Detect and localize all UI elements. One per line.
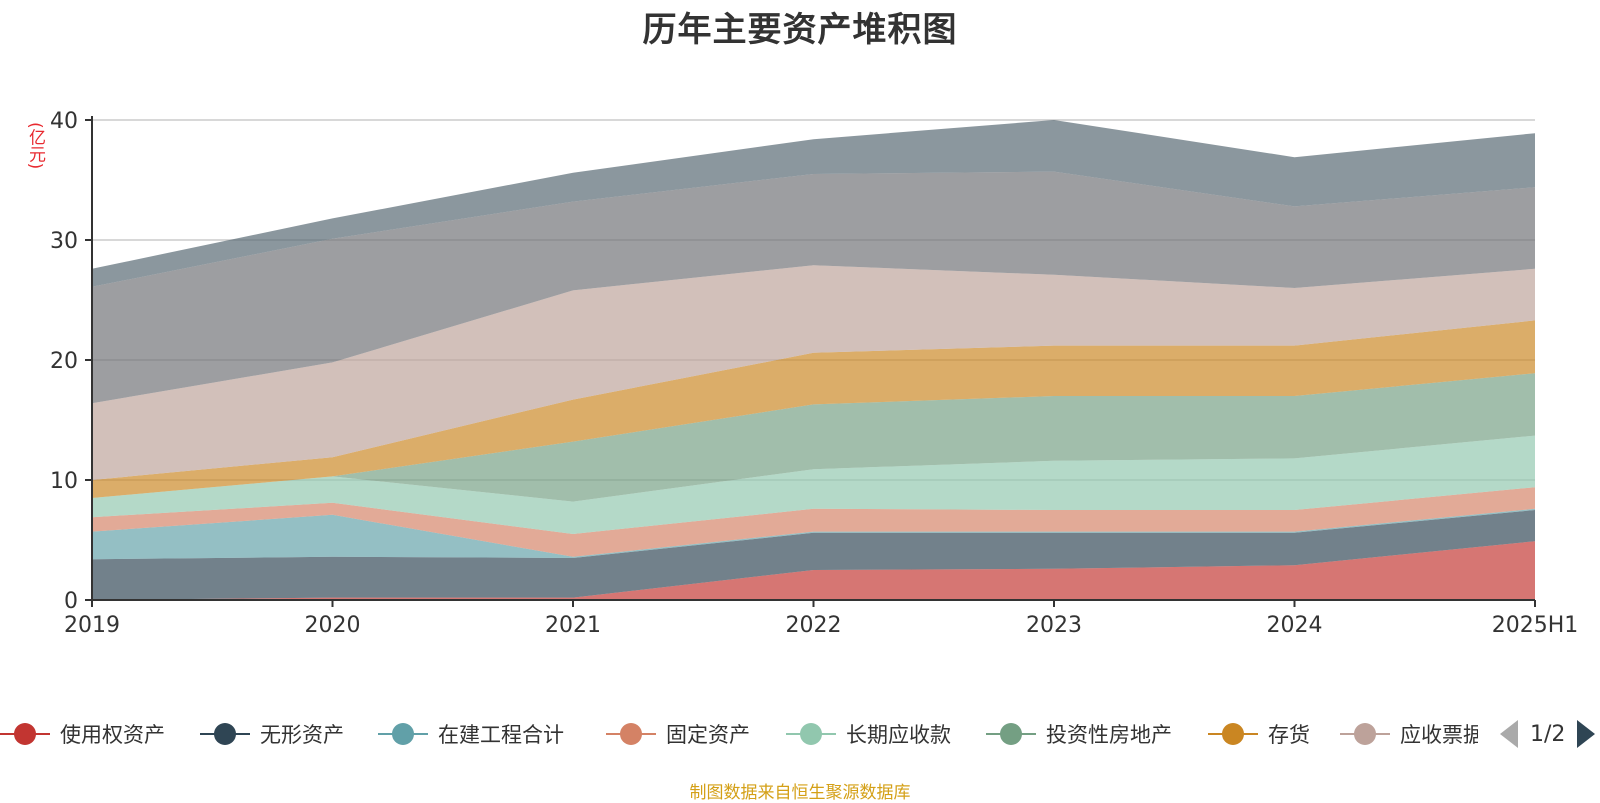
data-source-note: 制图数据来自恒生聚源数据库	[689, 783, 911, 803]
legend-item[interactable]: 长期应收款	[786, 716, 951, 752]
legend-item[interactable]: 存货	[1208, 716, 1310, 752]
area-series-4	[92, 435, 1535, 534]
legend-page-indicator: 1/2	[1530, 721, 1566, 747]
area-series-3	[92, 487, 1535, 557]
area-series-1	[92, 510, 1535, 600]
legend-marker-icon	[786, 716, 836, 752]
area-series-2	[92, 508, 1535, 560]
legend-marker-dot	[620, 723, 642, 745]
legend-marker-dot	[1354, 723, 1376, 745]
x-tick-label-3: 2022	[786, 613, 842, 638]
legend-label: 投资性房地产	[1046, 723, 1172, 747]
x-tick-label-4: 2023	[1026, 613, 1082, 638]
legend-marker-dot	[800, 723, 822, 745]
y-tick-label-1: 10	[50, 469, 78, 494]
legend-marker-icon	[1340, 716, 1390, 752]
y-tick-label-3: 30	[50, 229, 78, 254]
legend-marker-icon	[606, 716, 656, 752]
legend-item[interactable]: 在建工程合计	[378, 716, 564, 752]
legend-item[interactable]: 固定资产	[606, 716, 750, 752]
y-tick-label-2: 20	[50, 349, 78, 374]
legend-marker-icon	[0, 716, 50, 752]
legend-marker-icon	[378, 716, 428, 752]
x-tick-label-1: 2020	[305, 613, 361, 638]
legend-marker-icon	[986, 716, 1036, 752]
x-tick-label-0: 2019	[64, 613, 120, 638]
legend-label: 存货	[1268, 723, 1310, 747]
area-series-0	[92, 541, 1535, 600]
y-axis-unit-label: (亿元)	[25, 122, 45, 170]
legend-label: 固定资产	[666, 723, 750, 747]
legend-item[interactable]: 使用权资产	[0, 716, 165, 752]
legend-prev-icon[interactable]	[1500, 720, 1518, 748]
legend-label: 在建工程合计	[438, 723, 564, 747]
legend-marker-dot	[1000, 723, 1022, 745]
legend: 使用权资产 无形资产 在建工程合计 固定资产 长期应收款 投资性房地产 存货 应收票据及应收账…	[0, 716, 1600, 752]
area-series-6	[92, 320, 1535, 498]
y-tick-label-4: 40	[50, 109, 78, 134]
legend-marker-dot	[14, 723, 36, 745]
legend-next-icon[interactable]	[1577, 720, 1596, 748]
legend-label: 应收票据及应收账款	[1400, 723, 1478, 747]
area-series-8	[92, 171, 1535, 404]
legend-label: 长期应收款	[846, 723, 951, 747]
legend-items: 使用权资产 无形资产 在建工程合计 固定资产 长期应收款 投资性房地产 存货 应收票据及应收账…	[0, 716, 1478, 752]
y-tick-label-0: 0	[64, 589, 78, 614]
legend-marker-dot	[392, 723, 414, 745]
legend-marker-icon	[1208, 716, 1258, 752]
area-series-9	[92, 120, 1535, 287]
x-tick-label-6: 2025H1	[1492, 613, 1579, 638]
legend-item[interactable]: 投资性房地产	[986, 716, 1172, 752]
area-series-7	[92, 265, 1535, 480]
legend-marker-icon	[200, 716, 250, 752]
legend-marker-dot	[1222, 723, 1244, 745]
x-tick-label-5: 2024	[1267, 613, 1323, 638]
legend-label: 使用权资产	[60, 723, 165, 747]
legend-marker-dot	[214, 723, 236, 745]
chart-title: 历年主要资产堆积图	[642, 10, 958, 50]
legend-item[interactable]: 应收票据及应收账款	[1340, 716, 1478, 752]
legend-label: 无形资产	[260, 723, 344, 747]
legend-item[interactable]: 无形资产	[200, 716, 344, 752]
legend-pager: 1/2	[1500, 716, 1596, 752]
x-tick-label-2: 2021	[545, 613, 601, 638]
area-series-5	[92, 373, 1535, 502]
